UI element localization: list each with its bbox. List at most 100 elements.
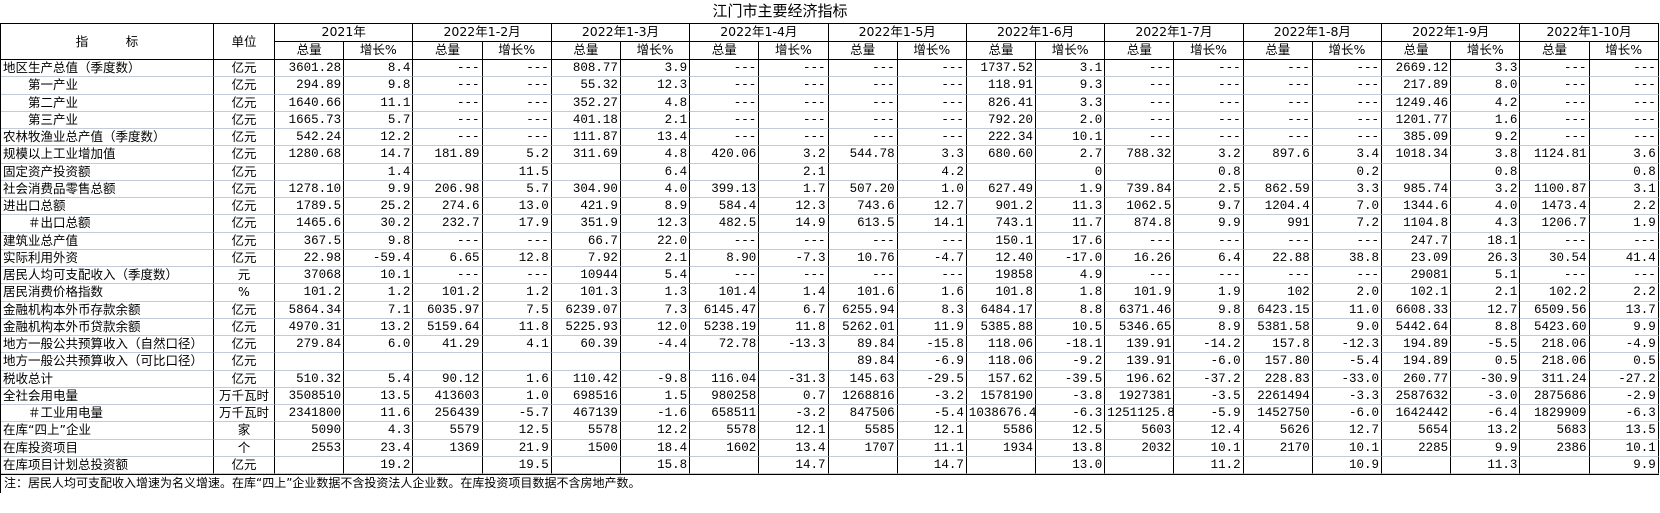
total-subheader: 总量: [1105, 42, 1175, 60]
growth-value: ---: [897, 232, 967, 250]
period-header: 2022年1-5月: [828, 24, 967, 42]
indicator-unit: 亿元: [214, 163, 275, 181]
total-value: 139.91: [1105, 353, 1175, 371]
total-value: ---: [1520, 60, 1590, 78]
growth-value: -59.4: [344, 249, 414, 267]
growth-value: ---: [759, 111, 829, 129]
total-value: 5603: [1105, 422, 1175, 440]
total-value: 279.84: [275, 336, 345, 354]
total-value: 66.7: [551, 232, 621, 250]
growth-value: 1.4: [344, 163, 414, 181]
growth-value: 3.2: [759, 146, 829, 164]
total-value: 6371.46: [1105, 301, 1175, 319]
total-value: ---: [828, 77, 898, 95]
indicator-name: 在库“四上”企业: [1, 422, 214, 440]
total-value: 232.7: [413, 215, 483, 233]
growth-value: 13.0: [482, 198, 552, 216]
growth-value: -31.3: [759, 370, 829, 388]
total-value: ---: [1520, 129, 1590, 147]
total-value: [828, 163, 898, 181]
growth-value: 0.5: [1451, 353, 1521, 371]
growth-value: 2.1: [759, 163, 829, 181]
total-value: 8.90: [690, 249, 760, 267]
indicator-unit: 元: [214, 267, 275, 285]
growth-value: ---: [1589, 60, 1659, 78]
total-value: ---: [1243, 60, 1313, 78]
total-value: 7.92: [551, 249, 621, 267]
growth-value: -5.4: [897, 405, 967, 423]
total-value: 467139: [551, 405, 621, 423]
total-value: 196.62: [1105, 370, 1175, 388]
growth-value: 21.9: [482, 439, 552, 457]
total-value: 847506: [828, 405, 898, 423]
indicator-unit: 亿元: [214, 456, 275, 474]
growth-value: 25.2: [344, 198, 414, 216]
total-value: 901.2: [966, 198, 1037, 216]
growth-value: 12.7: [1312, 422, 1382, 440]
growth-value: ---: [1174, 94, 1244, 112]
growth-value: 11.9: [897, 318, 967, 336]
total-value: 12.40: [966, 249, 1037, 267]
growth-value: 14.9: [759, 215, 829, 233]
growth-value: 9.7: [1174, 198, 1244, 216]
total-value: 101.8: [966, 284, 1037, 302]
total-value: 874.8: [1105, 215, 1175, 233]
total-value: 5238.19: [690, 318, 760, 336]
total-value: 101.3: [551, 284, 621, 302]
growth-value: 7.5: [482, 301, 552, 319]
total-value: 29081: [1382, 267, 1452, 285]
total-value: 6145.47: [690, 301, 760, 319]
indicator-name: 金融机构本外币存款余额: [1, 301, 214, 319]
indicator-header: 指 标: [1, 24, 214, 60]
indicator-unit: 亿元: [214, 215, 275, 233]
growth-value: 12.0: [620, 318, 691, 336]
growth-value: ---: [1589, 77, 1659, 95]
total-subheader: 总量: [1382, 42, 1452, 60]
growth-value: ---: [1312, 60, 1382, 78]
growth-value: -3.0: [1451, 387, 1521, 405]
growth-value: 8.3: [897, 301, 967, 319]
total-value: 1927381: [1105, 387, 1175, 405]
total-value: [690, 456, 760, 474]
growth-value: 1.9: [1036, 180, 1106, 198]
growth-value: 1.0: [482, 387, 552, 405]
growth-value: 17.6: [1036, 232, 1106, 250]
growth-value: 11.6: [344, 405, 414, 423]
growth-value: 9.8: [344, 77, 414, 95]
indicator-unit: 亿元: [214, 129, 275, 147]
total-value: ---: [1243, 232, 1313, 250]
growth-value: -6.3: [1589, 405, 1659, 423]
growth-value: -1.6: [620, 405, 691, 423]
total-value: ---: [1105, 129, 1175, 147]
total-value: [1520, 163, 1590, 181]
growth-value: ---: [759, 267, 829, 285]
growth-value: 12.2: [344, 129, 414, 147]
total-value: 5626: [1243, 422, 1313, 440]
growth-value: 3.8: [1451, 146, 1521, 164]
total-value: 1369: [413, 439, 483, 457]
growth-value: -6.3: [1036, 405, 1106, 423]
growth-value: 9.3: [1036, 77, 1106, 95]
growth-subheader: 增长%: [1312, 42, 1382, 60]
growth-value: -33.0: [1312, 370, 1382, 388]
growth-value: 4.9: [1036, 267, 1106, 285]
growth-value: 12.7: [897, 198, 967, 216]
growth-value: 11.3: [1036, 198, 1106, 216]
growth-value: 1.6: [1451, 111, 1521, 129]
total-value: 102: [1243, 284, 1313, 302]
total-value: ---: [690, 232, 760, 250]
total-value: 1268816: [828, 387, 898, 405]
growth-value: 4.0: [620, 180, 691, 198]
total-value: 980258: [690, 387, 760, 405]
growth-value: 4.8: [620, 94, 691, 112]
growth-value: [759, 353, 829, 371]
growth-subheader: 增长%: [620, 42, 691, 60]
growth-value: ---: [1312, 129, 1382, 147]
growth-value: 8.8: [1451, 318, 1521, 336]
growth-value: ---: [482, 77, 552, 95]
growth-value: 14.7: [344, 146, 414, 164]
growth-value: 4.3: [344, 422, 414, 440]
growth-value: 6.0: [344, 336, 414, 354]
growth-value: 9.9: [1451, 439, 1521, 457]
total-value: 5683: [1520, 422, 1590, 440]
